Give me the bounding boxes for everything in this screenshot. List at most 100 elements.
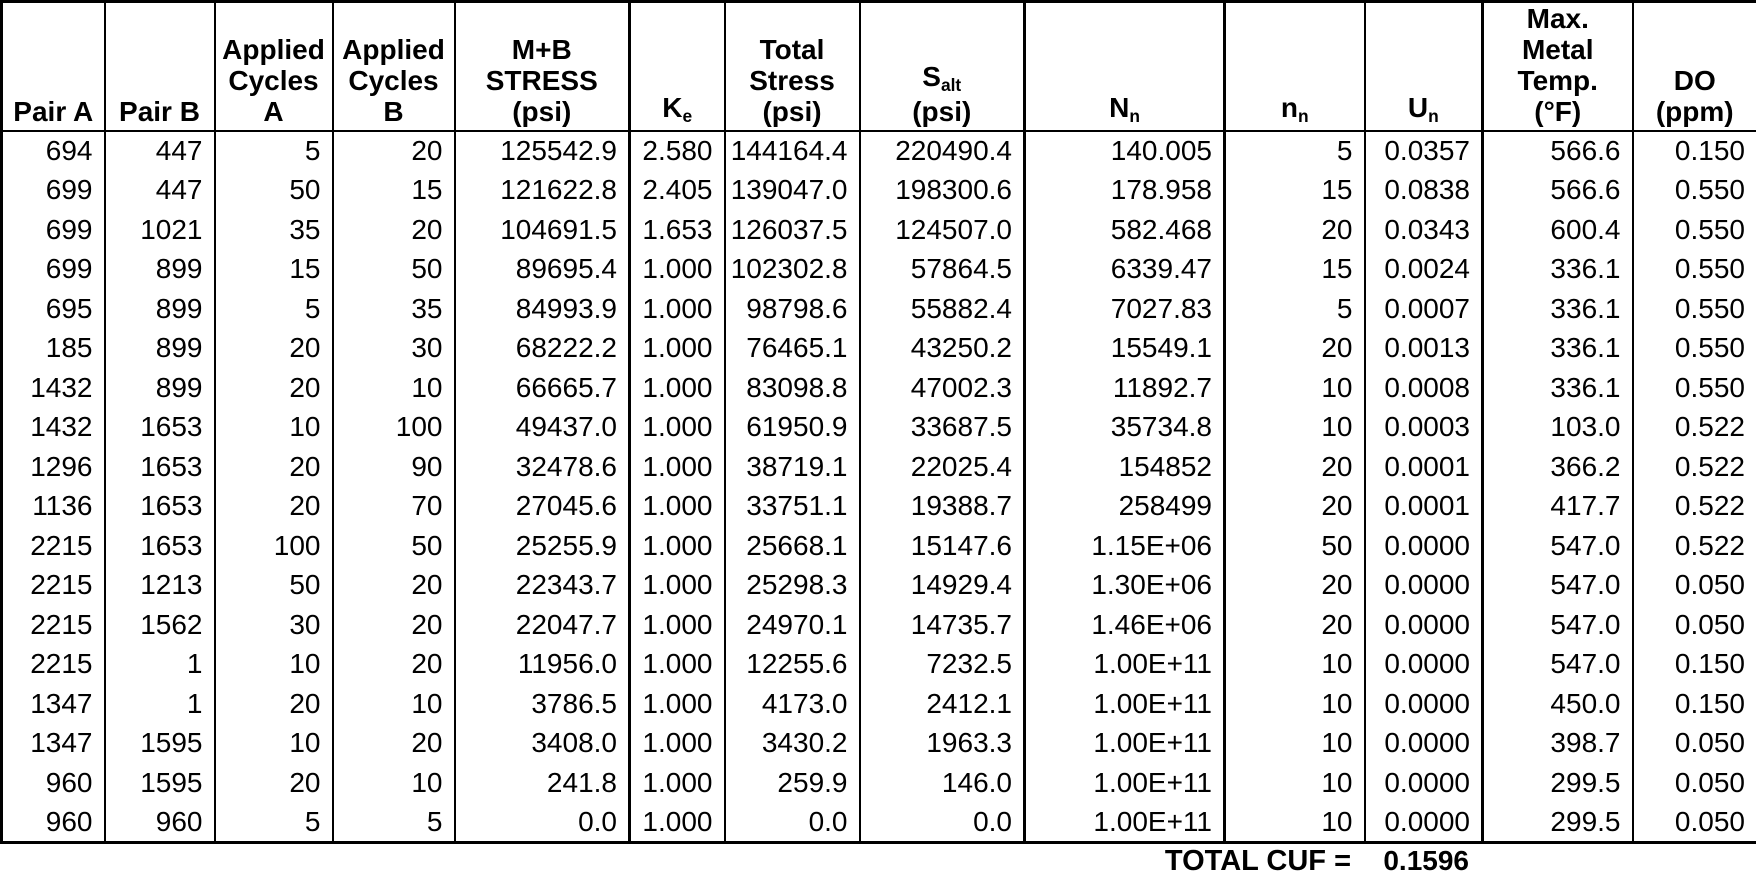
header-text: Stress xyxy=(749,65,835,96)
cell-do_ppm: 0.050 xyxy=(1631,802,1756,842)
cell-pair_a: 960 xyxy=(45,766,93,798)
cell-do_ppm: 0.150 xyxy=(1631,131,1756,171)
header-subscript: alt xyxy=(940,74,962,95)
cell-ke: 1.000 xyxy=(642,727,713,759)
cell-un: 0.0000 xyxy=(1363,684,1484,724)
table-row: 694 447 5 20 125542.9 2.580 144164.4 220490.4 14… xyxy=(2,131,1756,171)
header-text: DO xyxy=(1673,65,1716,96)
header-subscript: n xyxy=(1428,105,1439,126)
cell-un: 0.0838 xyxy=(1363,170,1484,210)
cell-un: 0.0024 xyxy=(1363,249,1484,289)
cell-do_ppm: 0.150 xyxy=(1631,644,1756,684)
cell-nn_applied: 10 xyxy=(1321,805,1353,837)
cell-pair_b: 1 xyxy=(103,644,215,684)
cell-pair_a: 1296 xyxy=(30,450,93,482)
cell-max_metal_temp: 566.6 xyxy=(1550,174,1621,206)
cell-total_stress: 98798.6 xyxy=(723,289,860,329)
cell-pair_b: 447 xyxy=(103,170,215,210)
cell-applied_cycles_b: 20 xyxy=(331,131,455,171)
cell-do_ppm: 0.522 xyxy=(1631,486,1756,526)
cell-nn_applied: 10 xyxy=(1321,648,1353,680)
cell-nn_allowable: 258499 xyxy=(1024,486,1226,526)
cell-pair_b: 1595 xyxy=(103,723,215,763)
cell-s_alt: 55882.4 xyxy=(858,289,1026,329)
table-row: 2215 1562 30 20 22047.7 1.000 24970.1 14735.7 1.… xyxy=(2,605,1756,645)
cell-pair_a: 695 xyxy=(45,292,93,324)
cell-max_metal_temp: 547.0 xyxy=(1550,529,1621,561)
table-row: 185 899 20 30 68222.2 1.000 76465.1 43250.2 1554… xyxy=(2,328,1756,368)
cell-applied_cycles_b: 35 xyxy=(331,289,455,329)
cell-un: 0.0000 xyxy=(1363,644,1484,684)
cell-applied_cycles_b: 50 xyxy=(331,526,455,566)
header-text: (psi) xyxy=(912,96,972,127)
cell-ke: 1.000 xyxy=(642,687,713,719)
header-text: K xyxy=(662,92,683,123)
cell-total_stress: 25668.1 xyxy=(723,526,860,566)
cell-pair_a: 694 xyxy=(45,135,93,167)
cell-ke: 1.000 xyxy=(642,766,713,798)
cell-nn_allowable: 140.005 xyxy=(1024,131,1226,171)
cell-applied_cycles_a: 5 xyxy=(213,802,333,842)
cell-s_alt: 198300.6 xyxy=(858,170,1026,210)
cell-ke: 1.000 xyxy=(642,490,713,522)
cell-max_metal_temp: 336.1 xyxy=(1550,292,1621,324)
cell-nn_allowable: 6339.47 xyxy=(1024,249,1226,289)
cell-applied_cycles_a: 50 xyxy=(213,565,333,605)
cell-nn_applied: 20 xyxy=(1321,569,1353,601)
cell-applied_cycles_b: 15 xyxy=(331,170,455,210)
cell-ke: 1.000 xyxy=(642,253,713,285)
cell-applied_cycles_b: 10 xyxy=(331,368,455,408)
cell-mb_stress: 125542.9 xyxy=(453,131,631,171)
cell-un: 0.0013 xyxy=(1363,328,1484,368)
cell-nn_allowable: 35734.8 xyxy=(1024,407,1226,447)
cell-nn_allowable: 15549.1 xyxy=(1024,328,1226,368)
cell-max_metal_temp: 336.1 xyxy=(1550,253,1621,285)
cell-un: 0.0000 xyxy=(1363,565,1484,605)
cell-nn_allowable: 1.46E+06 xyxy=(1024,605,1226,645)
cell-mb_stress: 22343.7 xyxy=(453,565,631,605)
cell-applied_cycles_a: 10 xyxy=(213,407,333,447)
cell-total_stress: 12255.6 xyxy=(723,644,860,684)
cell-pair_a: 699 xyxy=(45,253,93,285)
cell-pair_b: 899 xyxy=(103,289,215,329)
cell-total_stress: 76465.1 xyxy=(723,328,860,368)
cell-pair_b: 1653 xyxy=(103,526,215,566)
cell-total_stress: 25298.3 xyxy=(723,565,860,605)
header-text: Applied xyxy=(222,34,325,65)
table-row: 699 899 15 50 89695.4 1.000 102302.8 57864.5 633… xyxy=(2,249,1756,289)
cell-pair_a: 2215 xyxy=(30,569,93,601)
cell-un: 0.0001 xyxy=(1363,486,1484,526)
cell-s_alt: 0.0 xyxy=(858,802,1026,842)
cell-applied_cycles_a: 5 xyxy=(213,131,333,171)
cell-un: 0.0000 xyxy=(1363,763,1484,803)
cell-total_stress: 139047.0 xyxy=(723,170,860,210)
cell-max_metal_temp: 417.7 xyxy=(1550,490,1621,522)
cell-do_ppm: 0.550 xyxy=(1631,170,1756,210)
cell-total_stress: 144164.4 xyxy=(723,131,860,171)
cell-pair_a: 699 xyxy=(45,174,93,206)
cell-ke: 1.000 xyxy=(642,292,713,324)
table-row: 1347 1595 10 20 3408.0 1.000 3430.2 1963.3 1.00E… xyxy=(2,723,1756,763)
table-header: Pair A Pair B Applied Cycles A Applied Cycles B… xyxy=(1,1,1756,132)
cell-ke: 1.000 xyxy=(642,371,713,403)
total-cuf-label: TOTAL CUF = xyxy=(1164,844,1351,877)
column-header-mb_stress: M+B STRESS (psi) xyxy=(453,1,631,132)
cell-s_alt: 220490.4 xyxy=(858,131,1026,171)
cell-applied_cycles_b: 20 xyxy=(331,723,455,763)
header-text: Temp. xyxy=(1517,65,1598,96)
cell-max_metal_temp: 103.0 xyxy=(1550,411,1621,443)
cell-max_metal_temp: 366.2 xyxy=(1550,450,1621,482)
header-text: Pair A xyxy=(13,96,94,127)
cell-total_stress: 83098.8 xyxy=(723,368,860,408)
cell-nn_applied: 10 xyxy=(1321,727,1353,759)
cell-s_alt: 43250.2 xyxy=(858,328,1026,368)
cell-nn_allowable: 1.00E+11 xyxy=(1024,684,1226,724)
cell-mb_stress: 104691.5 xyxy=(453,210,631,250)
cell-applied_cycles_a: 30 xyxy=(213,605,333,645)
cell-applied_cycles_b: 100 xyxy=(331,407,455,447)
cell-nn_allowable: 7027.83 xyxy=(1024,289,1226,329)
cell-pair_a: 960 xyxy=(45,805,93,837)
cell-nn_allowable: 1.00E+11 xyxy=(1024,763,1226,803)
cell-nn_allowable: 582.468 xyxy=(1024,210,1226,250)
cell-pair_b: 1653 xyxy=(103,407,215,447)
